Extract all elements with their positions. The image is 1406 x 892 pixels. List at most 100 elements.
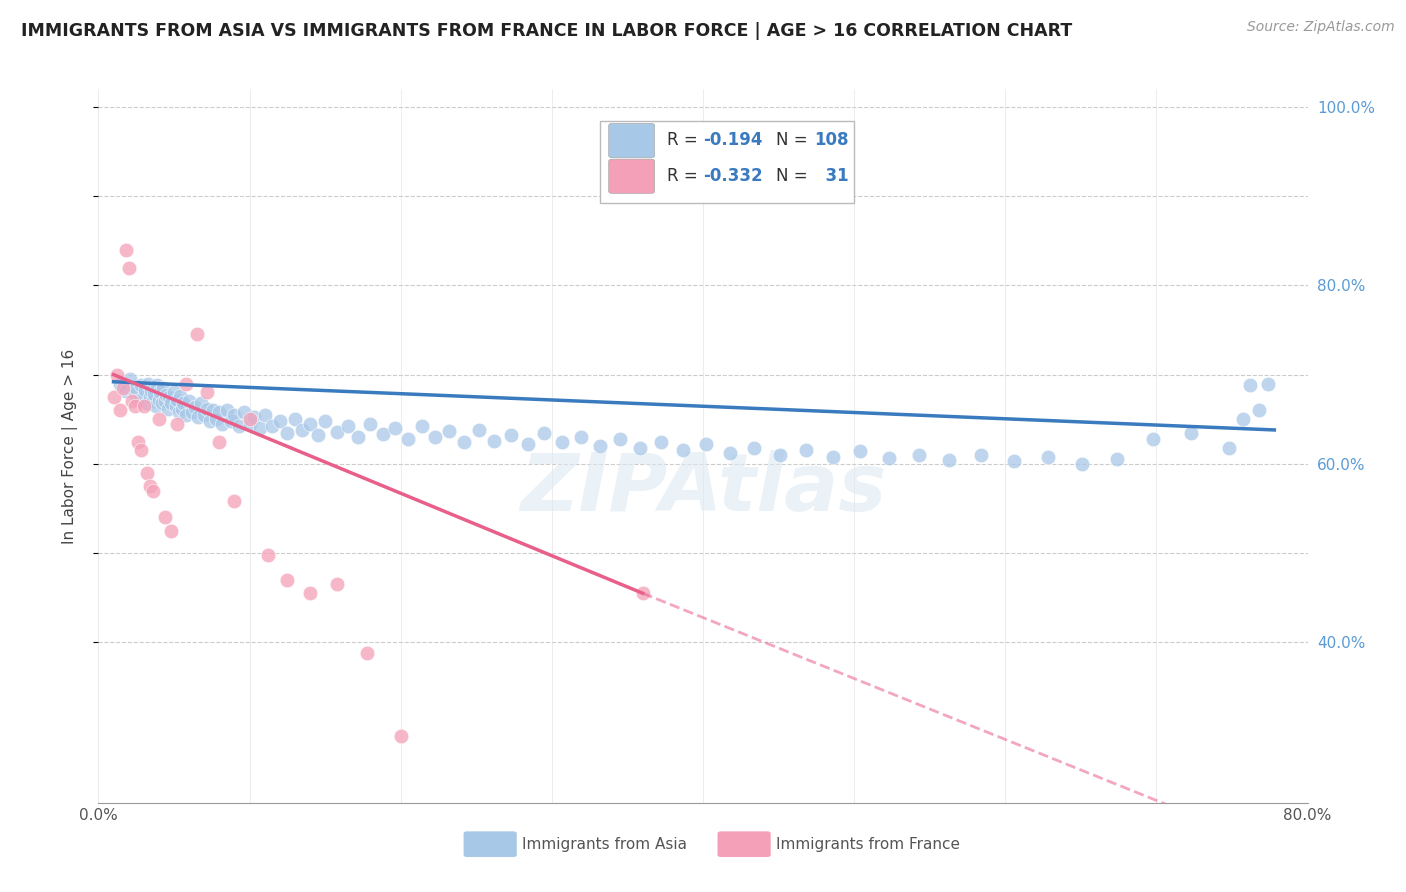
Point [1232,412,1254,426]
Point [1239,378,1261,392]
Point [124,399,146,413]
Point [326,577,349,591]
Point [411,419,433,434]
Point [360,417,382,431]
Point [179,393,201,408]
Point [211,417,233,431]
Point [148,412,170,426]
Point [276,573,298,587]
Point [239,417,262,431]
Point [1249,403,1271,417]
Point [136,376,159,391]
Point [269,414,291,428]
Point [167,405,190,419]
Point [1218,441,1240,455]
Text: -0.194: -0.194 [703,131,762,149]
Point [389,729,412,743]
Point [120,372,142,386]
Point [453,434,475,449]
Point [125,381,148,395]
Text: N =: N = [776,168,813,186]
Point [276,425,298,440]
Point [425,430,447,444]
Point [184,400,207,414]
Text: ZIPAtlas: ZIPAtlas [520,450,886,528]
Point [150,396,173,410]
Point [262,419,284,434]
Point [468,423,491,437]
Point [127,434,149,449]
Point [195,401,218,416]
Point [551,435,574,450]
Point [239,412,262,426]
FancyBboxPatch shape [717,831,770,857]
Point [141,384,163,398]
Point [166,417,188,431]
Point [769,448,792,462]
Point [108,403,131,417]
Point [193,408,215,422]
Point [160,524,183,538]
Text: 31: 31 [814,168,849,186]
Point [148,392,170,407]
Point [1180,425,1202,440]
Point [103,390,125,404]
Point [631,586,654,600]
Point [1071,457,1094,471]
Point [224,408,246,422]
Point [215,403,238,417]
Point [200,414,222,428]
Point [821,450,844,464]
Point [938,453,960,467]
Point [284,412,307,426]
Point [118,260,141,275]
Point [152,381,174,395]
Point [1257,376,1279,391]
Point [908,448,931,462]
Point [718,446,741,460]
Point [849,444,872,458]
Text: Immigrants from Asia: Immigrants from Asia [522,837,686,852]
Point [146,378,169,392]
Point [153,394,176,409]
Point [695,437,717,451]
Point [249,421,271,435]
Point [1036,450,1059,464]
Point [155,388,177,402]
Point [165,399,187,413]
Point [174,376,197,391]
Point [186,327,208,342]
Text: R =: R = [666,131,703,149]
Point [228,419,250,434]
Point [156,401,179,416]
Point [243,410,266,425]
Point [143,387,166,401]
Point [108,376,131,391]
Point [145,399,167,413]
Point [221,414,243,428]
Point [190,396,212,410]
FancyBboxPatch shape [600,121,855,203]
Y-axis label: In Labor Force | Age > 16: In Labor Force | Age > 16 [62,349,77,543]
Point [142,483,165,498]
Point [114,384,136,398]
Point [181,405,204,419]
Point [499,428,522,442]
Point [650,434,672,449]
Point [202,403,225,417]
Point [187,410,209,425]
Point [609,432,631,446]
Point [139,479,162,493]
Text: N =: N = [776,131,813,149]
Point [232,405,254,419]
FancyBboxPatch shape [609,123,655,158]
Point [396,432,419,446]
Point [163,385,186,400]
Point [484,434,506,448]
Point [166,392,188,407]
FancyBboxPatch shape [609,159,655,194]
Point [139,390,162,404]
FancyBboxPatch shape [464,831,517,857]
Point [208,434,231,449]
Point [299,586,322,600]
